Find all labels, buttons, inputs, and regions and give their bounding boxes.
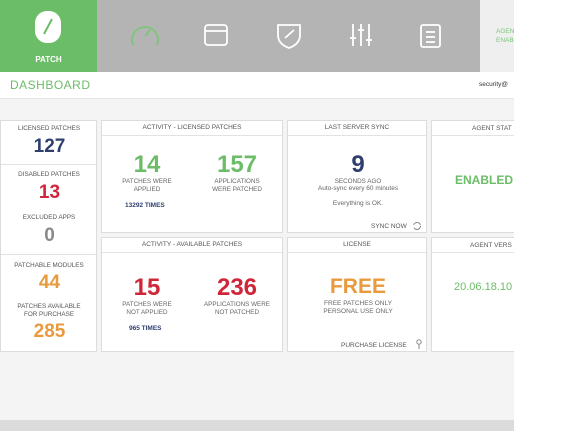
agent-status-text: AGENT ENAB (496, 27, 514, 45)
sidebar-value: 285 (33, 321, 66, 342)
stat-label: APPLICATIONS WERE PATCHED (212, 178, 262, 193)
nav-reports[interactable] (420, 24, 441, 48)
header: DASHBOARD security@ (0, 72, 514, 99)
stat-value: 157 (216, 151, 258, 178)
stat-value: 15 (133, 274, 161, 301)
times-note: 965 TIMES (129, 325, 162, 332)
stat-value: 236 (216, 274, 258, 301)
agent-status-value: ENABLED (455, 173, 514, 187)
sync-now[interactable]: SYNC NOW (371, 223, 407, 230)
sidebar-label: PATCHABLE MODULES (14, 262, 84, 269)
card-title-rule (432, 121, 514, 136)
app: PATCH AGENT ENAB DASHBOARD security@ LICE… (0, 0, 514, 431)
agent-version-value: 20.06.18.10 (454, 281, 513, 293)
page-title: DASHBOARD (10, 78, 91, 92)
card-title: ACTIVITY - LICENSED PATCHES (102, 121, 282, 136)
sidebar-value: 127 (33, 136, 66, 157)
purchase-license[interactable]: PURCHASE LICENSE (341, 342, 407, 349)
footer-bar (0, 420, 514, 431)
license-value: FREE (329, 275, 386, 298)
key-icon[interactable] (415, 339, 423, 350)
nav-dashboard[interactable] (131, 26, 159, 46)
license-card: LICENSE FREE FREE PATCHES ONLY PERSONAL … (287, 237, 427, 352)
sidebar-value: 13 (38, 182, 61, 203)
license-line: FREE PATCHES ONLY (324, 300, 392, 307)
card-title: LAST SERVER SYNC (288, 121, 426, 136)
card-title-rule (432, 238, 514, 253)
agent-version-card: AGENT VERS 20.06.18.10 (431, 237, 514, 352)
nav-bar (97, 0, 480, 72)
times-note: 13292 TIMES (125, 202, 165, 209)
license-line: PERSONAL USE ONLY (323, 308, 393, 315)
card-title: AGENT VERS (470, 242, 512, 249)
nav-security[interactable] (277, 24, 301, 49)
sync-label: SECONDS AGO (334, 178, 382, 185)
agent-status-line: ENAB (496, 37, 514, 44)
agent-status-line: AGENT (496, 28, 514, 35)
card-title: AGENT STAT (472, 125, 512, 132)
nav-icons (131, 24, 441, 49)
sidebar-label: LICENSED PATCHES (17, 125, 81, 132)
stat-label: PATCHES WERE NOT APPLIED (122, 301, 172, 316)
sidebar-label: EXCLUDED APPS (22, 214, 76, 221)
activity-available-card: ACTIVITY - AVAILABLE PATCHES 15 PATCHES … (101, 237, 283, 352)
sync-sub: Auto-sync every 60 minutes (317, 185, 399, 192)
sidebar-value: 0 (44, 225, 55, 246)
stat-label: PATCHES WERE APPLIED (122, 178, 172, 193)
sync-status: Everything is OK. (332, 200, 384, 207)
sidebar-value: 44 (38, 272, 61, 293)
nav-settings[interactable] (350, 24, 372, 46)
stat-value: 14 (133, 151, 161, 178)
sync-value: 9 (351, 151, 365, 178)
stat-label: APPLICATIONS WERE NOT PATCHED (203, 301, 270, 316)
card-title: LICENSE (288, 238, 426, 253)
agent-status-card: AGENT STAT ENABLED (431, 120, 514, 233)
sync-icon[interactable] (412, 221, 422, 231)
logo-label: PATCH (35, 55, 62, 64)
activity-licensed-card: ACTIVITY - LICENSED PATCHES 14 PATCHES W… (101, 120, 283, 233)
nav-apps[interactable] (204, 24, 228, 46)
sidebar-label: DISABLED PATCHES (18, 171, 80, 178)
sidebar-divider (1, 164, 96, 165)
last-sync-card: LAST SERVER SYNC 9 SECONDS AGO Auto-sync… (287, 120, 427, 233)
user-email[interactable]: security@ (479, 81, 508, 88)
logo-icon (35, 11, 61, 43)
sidebar: LICENSED PATCHES 127 DISABLED PATCHES 13 EXC… (0, 120, 97, 352)
logo-tile[interactable]: PATCH (0, 0, 97, 72)
card-title: ACTIVITY - AVAILABLE PATCHES (102, 238, 282, 253)
sidebar-divider (1, 254, 96, 255)
agent-status-tab[interactable]: AGENT ENAB (480, 0, 514, 72)
sidebar-label: PATCHES AVAILABLE FOR PURCHASE (17, 303, 81, 318)
